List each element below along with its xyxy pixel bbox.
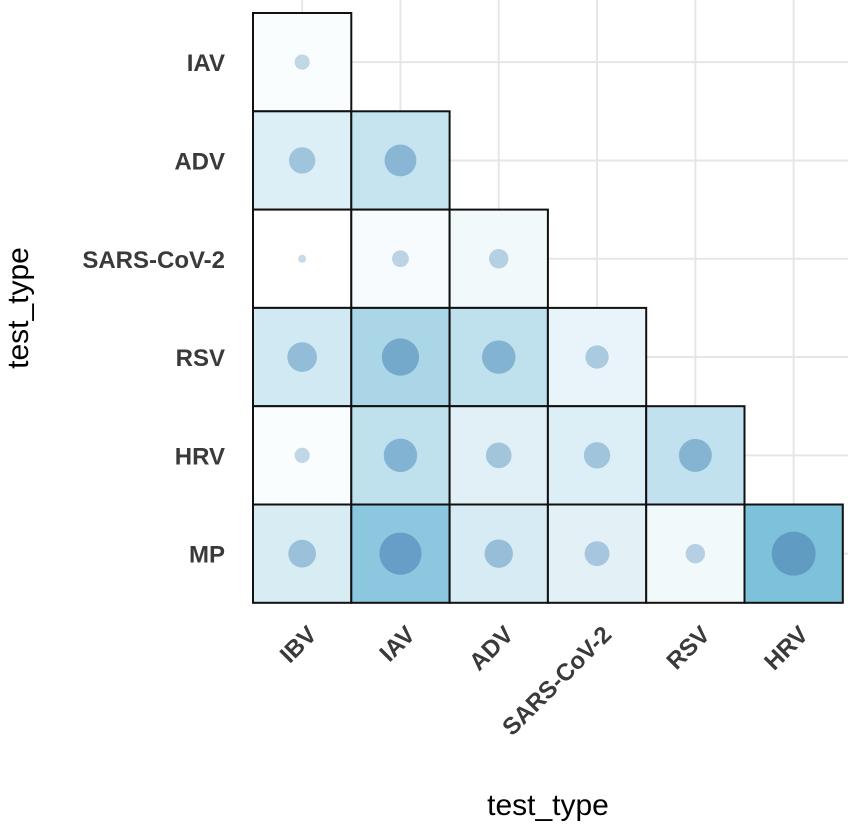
bubble-hrv-rsv — [678, 438, 712, 472]
y-tick-iav: IAV — [187, 50, 225, 77]
bubble-mp-hrv — [771, 531, 816, 576]
x-tick-ibv: IBV — [275, 621, 322, 668]
y-tick-rsv: RSV — [176, 345, 225, 372]
bubble-rsv-ibv — [287, 342, 317, 372]
cell-mp-rsv — [645, 503, 746, 604]
bubble-mp-rsv — [685, 543, 706, 564]
cell-hrv-ibv — [252, 405, 353, 506]
x-tick-hrv: HRV — [759, 621, 814, 676]
x-tick-iav: IAV — [375, 621, 421, 667]
y-tick-adv: ADV — [174, 148, 225, 175]
y-tick-mp: MP — [189, 542, 225, 569]
bubble-sars-cov-2-ibv — [298, 254, 307, 263]
bubble-rsv-iav — [381, 338, 420, 376]
bubbles — [287, 54, 816, 576]
x-axis-title: test_type — [487, 789, 609, 822]
bubble-hrv-adv — [485, 442, 512, 469]
bubble-adv-ibv — [288, 147, 316, 174]
bubble-hrv-iav — [383, 438, 418, 473]
bubble-mp-adv — [484, 539, 513, 568]
y-tick-labels: IAV ADV SARS-CoV-2 RSV HRV MP — [82, 50, 225, 569]
cell-rsv-sars-cov-2 — [546, 306, 648, 408]
x-tick-adv: ADV — [464, 621, 519, 676]
y-tick-hrv: HRV — [175, 443, 225, 470]
bubble-sars-cov-2-iav — [392, 250, 409, 268]
cell-sars-cov-2-ibv — [252, 208, 353, 309]
bubble-sars-cov-2-adv — [489, 249, 509, 269]
bubble-rsv-adv — [482, 340, 516, 374]
bubble-mp-ibv — [288, 539, 317, 568]
y-tick-sars-cov-2: SARS-CoV-2 — [82, 247, 225, 274]
bubble-mp-sars-cov-2 — [584, 541, 610, 567]
bubble-adv-iav — [384, 144, 417, 177]
heatmap-cells — [252, 12, 844, 604]
y-axis-title: test_type — [2, 247, 35, 369]
bubble-hrv-sars-cov-2 — [583, 442, 611, 469]
x-tick-rsv: RSV — [662, 621, 716, 675]
cell-adv-ibv — [252, 110, 353, 211]
bubble-iav-ibv — [294, 54, 310, 70]
bubble-rsv-sars-cov-2 — [585, 345, 609, 369]
bubble-mp-iav — [379, 532, 422, 575]
bubble-hrv-ibv — [294, 447, 310, 463]
cell-iav-ibv — [252, 12, 353, 113]
